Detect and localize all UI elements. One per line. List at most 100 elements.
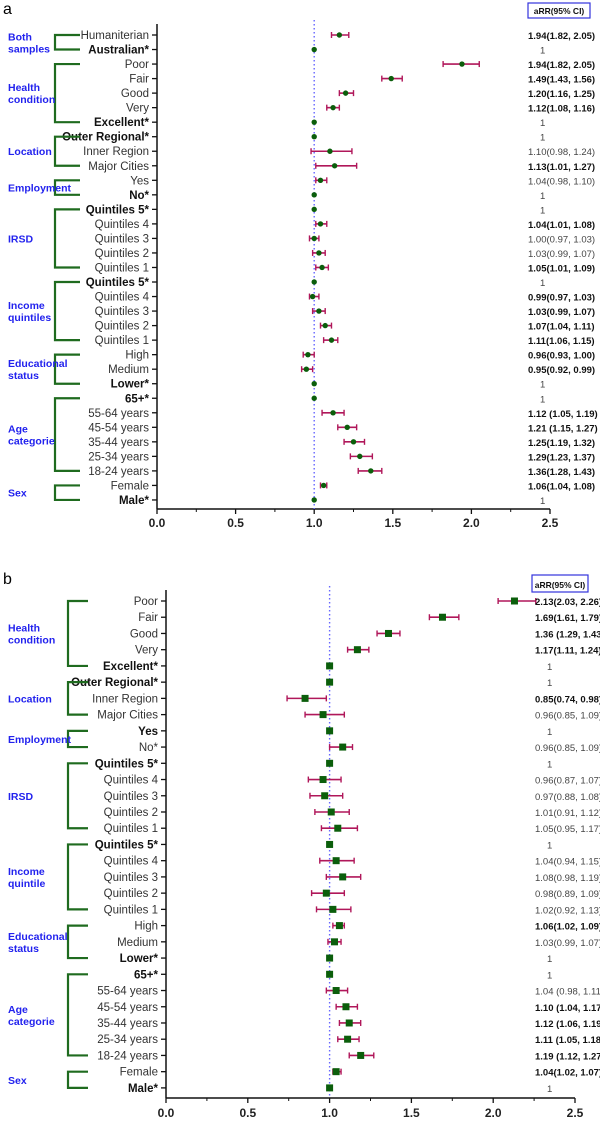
value-label: 1.12 (1.05, 1.19)	[528, 409, 598, 420]
group-bracket: Location	[8, 681, 88, 716]
group-bracket: IRSD	[8, 762, 88, 830]
forest-row: Male* 1	[128, 1083, 552, 1095]
row-label: 55-64 years	[88, 408, 149, 420]
point-estimate	[384, 629, 392, 637]
value-label: 1.07(1.04, 1.11)	[528, 322, 595, 333]
value-label: 0.85(0.74, 0.98)	[535, 694, 600, 705]
group-label-line: Employment	[8, 183, 72, 195]
bracket-line	[66, 681, 88, 716]
row-label: Male*	[119, 495, 150, 507]
group-label: Health condition	[8, 82, 55, 106]
value-label: 1	[547, 759, 552, 770]
point-estimate	[319, 264, 325, 271]
point-estimate	[317, 221, 324, 227]
forest-row: 55-64 years 1.12 (1.05, 1.19)	[88, 408, 597, 420]
value-label: 1.36 (1.29, 1.43)	[535, 629, 600, 640]
value-label: 0.95(0.92, 0.99)	[528, 365, 595, 376]
forest-row: Major Cities 1.13(1.01, 1.27)	[88, 161, 595, 173]
value-label: 0.98(0.89, 1.09)	[535, 889, 600, 900]
value-label: 1	[540, 191, 545, 202]
row-label: Major Cities	[97, 710, 158, 722]
value-label: 1.08(0.98, 1.19)	[535, 873, 600, 884]
value-label: 1	[540, 496, 545, 507]
group-label-line: quintiles	[8, 312, 51, 324]
point-estimate	[332, 1068, 340, 1076]
value-label: 1.11 (1.05, 1.18)	[535, 1035, 600, 1046]
value-label: 1.12 (1.06, 1.19)	[535, 1019, 600, 1030]
x-tick-label: 0.0	[149, 516, 166, 530]
row-label: 25-34 years	[97, 1034, 158, 1046]
row-label: Lower*	[120, 953, 159, 965]
group-label-line: quintile	[8, 878, 45, 890]
forest-row: 18-24 years 1.36(1.28, 1.43)	[88, 466, 595, 478]
forest-row: Quintiles 3 0.97(0.88, 1.08)	[104, 791, 600, 803]
x-tick-label: 0.5	[239, 1106, 256, 1120]
point-estimate	[311, 206, 317, 213]
point-estimate	[311, 119, 317, 125]
forest-row: No* 0.96(0.85, 1.09)	[139, 742, 600, 754]
forest-row: Lower* 1	[120, 953, 553, 965]
bracket-line	[66, 599, 88, 668]
header-label: aRR(95% CI)	[535, 580, 586, 590]
point-estimate	[322, 322, 328, 329]
group-label: Age categorie	[8, 424, 55, 448]
value-label: 1.01(0.91, 1.12)	[535, 808, 600, 819]
group-label-line: status	[8, 370, 39, 382]
point-estimate	[327, 148, 333, 154]
forest-row: Quintiles 4 0.96(0.87, 1.07)	[104, 775, 600, 787]
row-label: Inner Region	[83, 146, 149, 158]
point-estimate	[368, 468, 374, 474]
row-label: Quintiles 2	[95, 321, 149, 333]
row-label: Good	[121, 88, 149, 100]
bracket-line	[66, 843, 88, 911]
value-label: 1	[540, 133, 545, 144]
point-estimate	[311, 497, 317, 503]
point-estimate	[326, 662, 334, 670]
value-label: 1	[540, 380, 545, 391]
row-label: 35-44 years	[88, 437, 149, 449]
x-tick-label: 1.5	[384, 516, 401, 530]
forest-row: Very 1.17(1.11, 1.24)	[135, 645, 600, 657]
forest-row: Quintiles 5* 1	[86, 204, 546, 216]
value-label: 1.12(1.08, 1.16)	[528, 104, 595, 115]
group-bracket: IRSD	[8, 208, 80, 269]
point-estimate	[326, 678, 334, 686]
row-label: No*	[139, 742, 159, 754]
bracket-line	[53, 179, 80, 196]
forest-row: Very 1.12(1.08, 1.16)	[126, 103, 595, 115]
row-label: Quintiles 5*	[95, 839, 159, 851]
forest-row: Australian* 1	[88, 45, 545, 57]
value-label: 1.13(1.01, 1.27)	[528, 162, 595, 173]
group-label-line: samples	[8, 43, 50, 55]
bracket-line	[66, 729, 88, 749]
forest-row: Excellent* 1	[103, 661, 552, 673]
forest-row: Female 1.04(1.02, 1.07)	[120, 1067, 600, 1079]
group-label-line: Age	[8, 424, 28, 436]
row-label: Quintiles 5*	[86, 204, 150, 216]
bracket-line	[53, 135, 80, 167]
group-bracket: Location	[8, 135, 80, 167]
group-label-line: IRSD	[8, 791, 34, 803]
value-label: 1.05(1.01, 1.09)	[528, 263, 595, 274]
row-label: High	[134, 921, 158, 933]
group-label-line: Income	[8, 866, 45, 878]
row-label: Inner Region	[92, 693, 158, 705]
row-label: 45-54 years	[97, 1002, 158, 1014]
point-estimate	[311, 134, 317, 140]
value-label: 0.99(0.97, 1.03)	[528, 293, 595, 304]
forest-row: Yes 1.04(0.98, 1.10)	[130, 175, 595, 187]
point-estimate	[319, 711, 327, 719]
group-label: Educational status	[8, 358, 68, 382]
group-bracket: Both samples	[8, 31, 80, 55]
point-estimate	[332, 987, 340, 995]
forest-row: 25-34 years 1.11 (1.05, 1.18)	[97, 1034, 600, 1046]
point-estimate	[326, 1084, 334, 1092]
group-label-line: Both	[8, 31, 32, 43]
row-label: Female	[120, 1067, 158, 1079]
row-label: Fair	[129, 74, 149, 86]
group-label: Employment	[8, 734, 72, 746]
point-estimate	[344, 424, 350, 431]
header-box	[531, 574, 589, 593]
forest-row: Quintiles 3 1.03(0.99, 1.07)	[95, 306, 595, 318]
point-estimate	[321, 792, 329, 800]
